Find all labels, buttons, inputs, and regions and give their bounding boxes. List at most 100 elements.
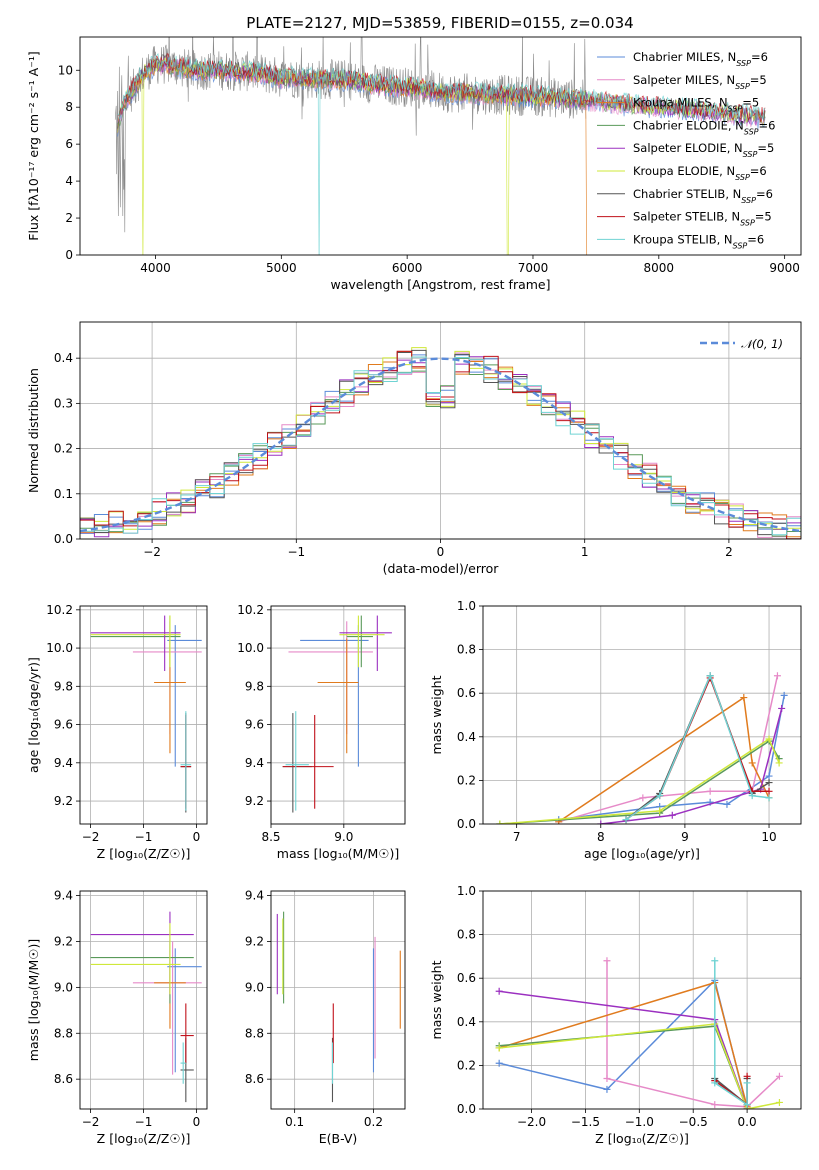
tick-label-y: 0.0 — [457, 817, 476, 831]
x-axis-label: Z [log₁₀(Z/Z☉)] — [595, 1131, 689, 1146]
tick-label-x: −2 — [143, 545, 161, 559]
axes-frame — [270, 890, 406, 1110]
series-line — [499, 737, 780, 824]
tick-label-y: 0.8 — [457, 643, 476, 657]
plot-area — [282, 615, 392, 813]
tick-label-y: 0.4 — [54, 351, 73, 365]
panel-residuals: −2 −1 0 1 2 0.0 0.1 0.2 0.3 0.4 (data-model)/error… — [26, 321, 802, 576]
legend-label: Kroupa ELODIE, NSSP=6 — [633, 164, 767, 182]
marker-plus — [603, 1085, 611, 1093]
marker-plus — [495, 1044, 503, 1052]
series — [496, 735, 783, 824]
data-point — [288, 621, 373, 735]
tick-label-y: 9.8 — [245, 679, 264, 693]
model-spectrum — [117, 53, 766, 123]
plot-area — [496, 672, 788, 824]
marker-plus — [639, 794, 647, 802]
tick-label-x: −1.0 — [625, 1115, 654, 1129]
legend-label: 𝒩(0, 1) — [741, 337, 783, 351]
tick-label-x: −1 — [135, 830, 153, 844]
tick-label-x: 1 — [581, 545, 589, 559]
data-point — [180, 711, 192, 811]
tick-label-y: 10 — [58, 63, 73, 77]
tick-label-y: 8 — [65, 100, 73, 114]
grid — [483, 890, 801, 1110]
plot-area — [80, 347, 801, 539]
series — [603, 957, 783, 1109]
tick-label-y: 0.2 — [457, 1058, 476, 1072]
axes-frame — [79, 605, 208, 825]
legend-label: Chabrier MILES, NSSP=6 — [633, 50, 768, 68]
tick-label-x: 9000 — [769, 261, 800, 275]
tick-label-y: 0.6 — [457, 971, 476, 985]
tick-label-x: 0.0 — [738, 1115, 757, 1129]
model-spectrum — [117, 52, 766, 255]
axes-frame — [270, 605, 406, 825]
tick-label-y: 4 — [65, 174, 73, 188]
series-line — [600, 708, 783, 824]
marker-plus — [706, 787, 714, 795]
legend-label: Chabrier STELIB, NSSP=6 — [633, 187, 773, 205]
plot-area — [114, 37, 766, 255]
y-axis-label: mass weight — [429, 675, 444, 754]
tick-label-y: 9.6 — [54, 718, 73, 732]
tick-label-y: 0.0 — [457, 1102, 476, 1116]
tick-label-x: −1.5 — [571, 1115, 600, 1129]
grid — [271, 891, 405, 1109]
marker-plus — [743, 1101, 751, 1109]
tick-label-y: 10.2 — [237, 603, 264, 617]
marker-plus — [711, 957, 719, 965]
x-axis-label: Z [log₁₀(Z/Z☉)] — [97, 846, 191, 861]
tick-label-y: 10.0 — [237, 641, 264, 655]
y-axis-label: Flux [fλ10⁻¹⁷ erg cm⁻² s⁻¹ A⁻¹] — [26, 51, 41, 240]
y-axis-label: mass [log₁₀(M/M☉)] — [26, 939, 41, 1061]
marker-plus — [748, 792, 756, 800]
tick-label-x: 8.5 — [261, 830, 280, 844]
tick-label-x: 9.0 — [334, 830, 353, 844]
y-axis-label: Normed distribution — [26, 368, 41, 493]
tick-label-y: 8.8 — [245, 1026, 264, 1040]
series — [711, 957, 751, 1109]
tick-label-y: 0.3 — [54, 396, 73, 410]
tick-label-x: 10 — [761, 830, 776, 844]
tick-label-y: 0.8 — [457, 928, 476, 942]
tick-label-y: 0.0 — [54, 532, 73, 546]
series — [622, 672, 773, 824]
plot-area — [276, 911, 401, 1103]
legend-label: Chabrier ELODIE, NSSP=6 — [633, 118, 775, 136]
series — [495, 1022, 751, 1109]
marker-plus — [495, 1059, 503, 1067]
panel-weight_vs_Z: −2.0 −1.5 −1.0 −0.5 0.0 0.0 0.2 0.4 0.6 0.8 1.0 Z [… — [429, 884, 802, 1146]
series-line — [714, 960, 748, 1107]
tick-label-x: −2 — [82, 1115, 100, 1129]
marker-plus — [780, 691, 788, 699]
tick-label-x: −0.5 — [679, 1115, 708, 1129]
tick-label-y: 0.4 — [457, 1015, 476, 1029]
marker-plus — [603, 1074, 611, 1082]
x-axis-label: E(B-V) — [319, 1131, 358, 1146]
marker-plus — [711, 1101, 719, 1109]
grid — [80, 891, 207, 1109]
grid — [80, 606, 207, 824]
tick-label-y: 8.6 — [245, 1072, 264, 1086]
tick-label-x: −2.0 — [517, 1115, 546, 1129]
data-point — [180, 1037, 194, 1103]
axes-frame — [482, 890, 802, 1110]
marker-plus — [656, 807, 664, 815]
data-point — [180, 1003, 194, 1064]
marker-plus — [711, 1079, 719, 1087]
marker-plus — [723, 800, 731, 808]
tick-label-y: 9.4 — [245, 889, 264, 903]
tick-label-y: 9.2 — [54, 934, 73, 948]
tick-label-x: 0.1 — [285, 1115, 304, 1129]
tick-label-x: 7 — [513, 830, 521, 844]
tick-label-y: 1.0 — [457, 884, 476, 898]
figure-title: PLATE=2127, MJD=53859, FIBERID=0155, z=0… — [246, 14, 633, 32]
marker-plus — [765, 787, 773, 795]
series-line — [499, 990, 748, 1109]
tick-label-y: 0 — [65, 248, 73, 262]
marker-plus — [656, 792, 664, 800]
marker-plus — [495, 987, 503, 995]
data-point — [346, 615, 373, 668]
tick-label-x: 5000 — [266, 261, 297, 275]
